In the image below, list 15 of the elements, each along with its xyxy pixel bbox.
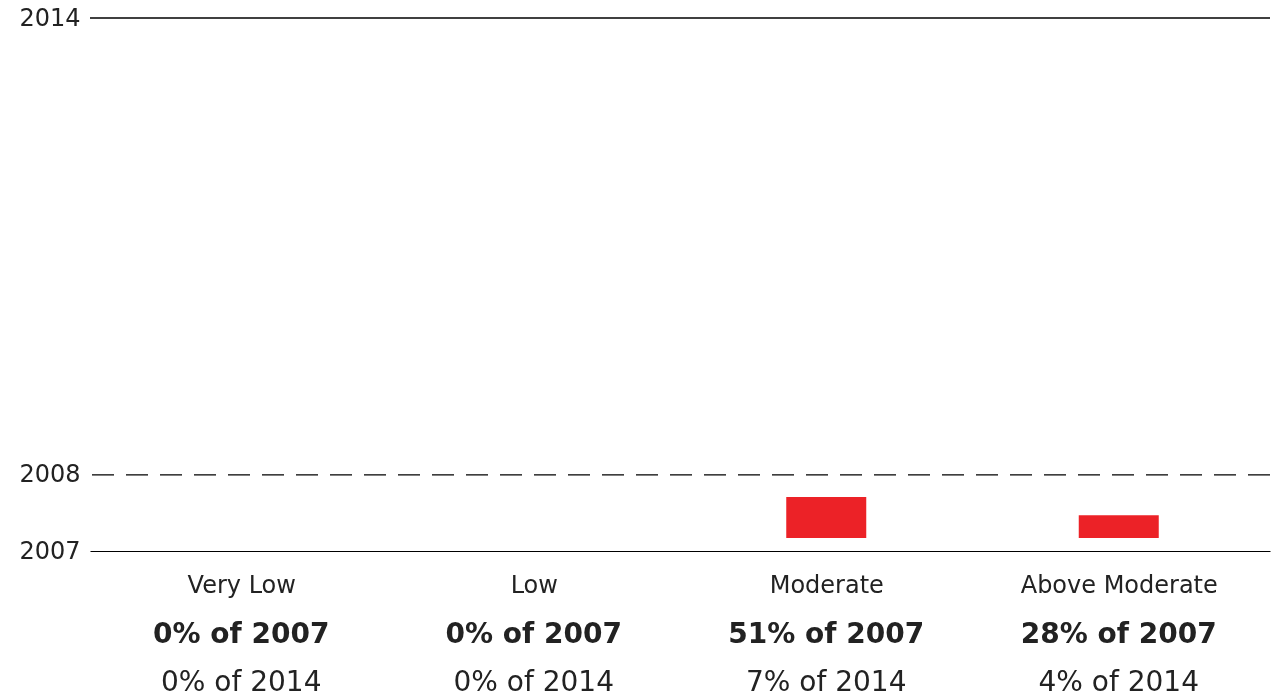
text: 0% of 2007 (153, 617, 330, 650)
text: 7% of 2014 (746, 665, 907, 698)
x-tick-label: Above Moderate (1020, 570, 1218, 599)
x-tick-label: Low (510, 570, 558, 599)
x-tick-label: Very Low (187, 570, 296, 599)
text: 51% of 2007 (728, 617, 925, 650)
x-tick-label: Moderate (769, 570, 884, 599)
y-tick-label: 2007 (19, 536, 81, 565)
y-tick-label: 2014 (19, 3, 81, 32)
text: 4% of 2014 (1038, 665, 1199, 698)
text: 0% of 2014 (453, 665, 614, 698)
y-tick-label: 2008 (19, 460, 81, 489)
text: 0% of 2014 (161, 665, 322, 698)
text: 28% of 2007 (1020, 617, 1217, 650)
text: 0% of 2007 (445, 617, 622, 650)
